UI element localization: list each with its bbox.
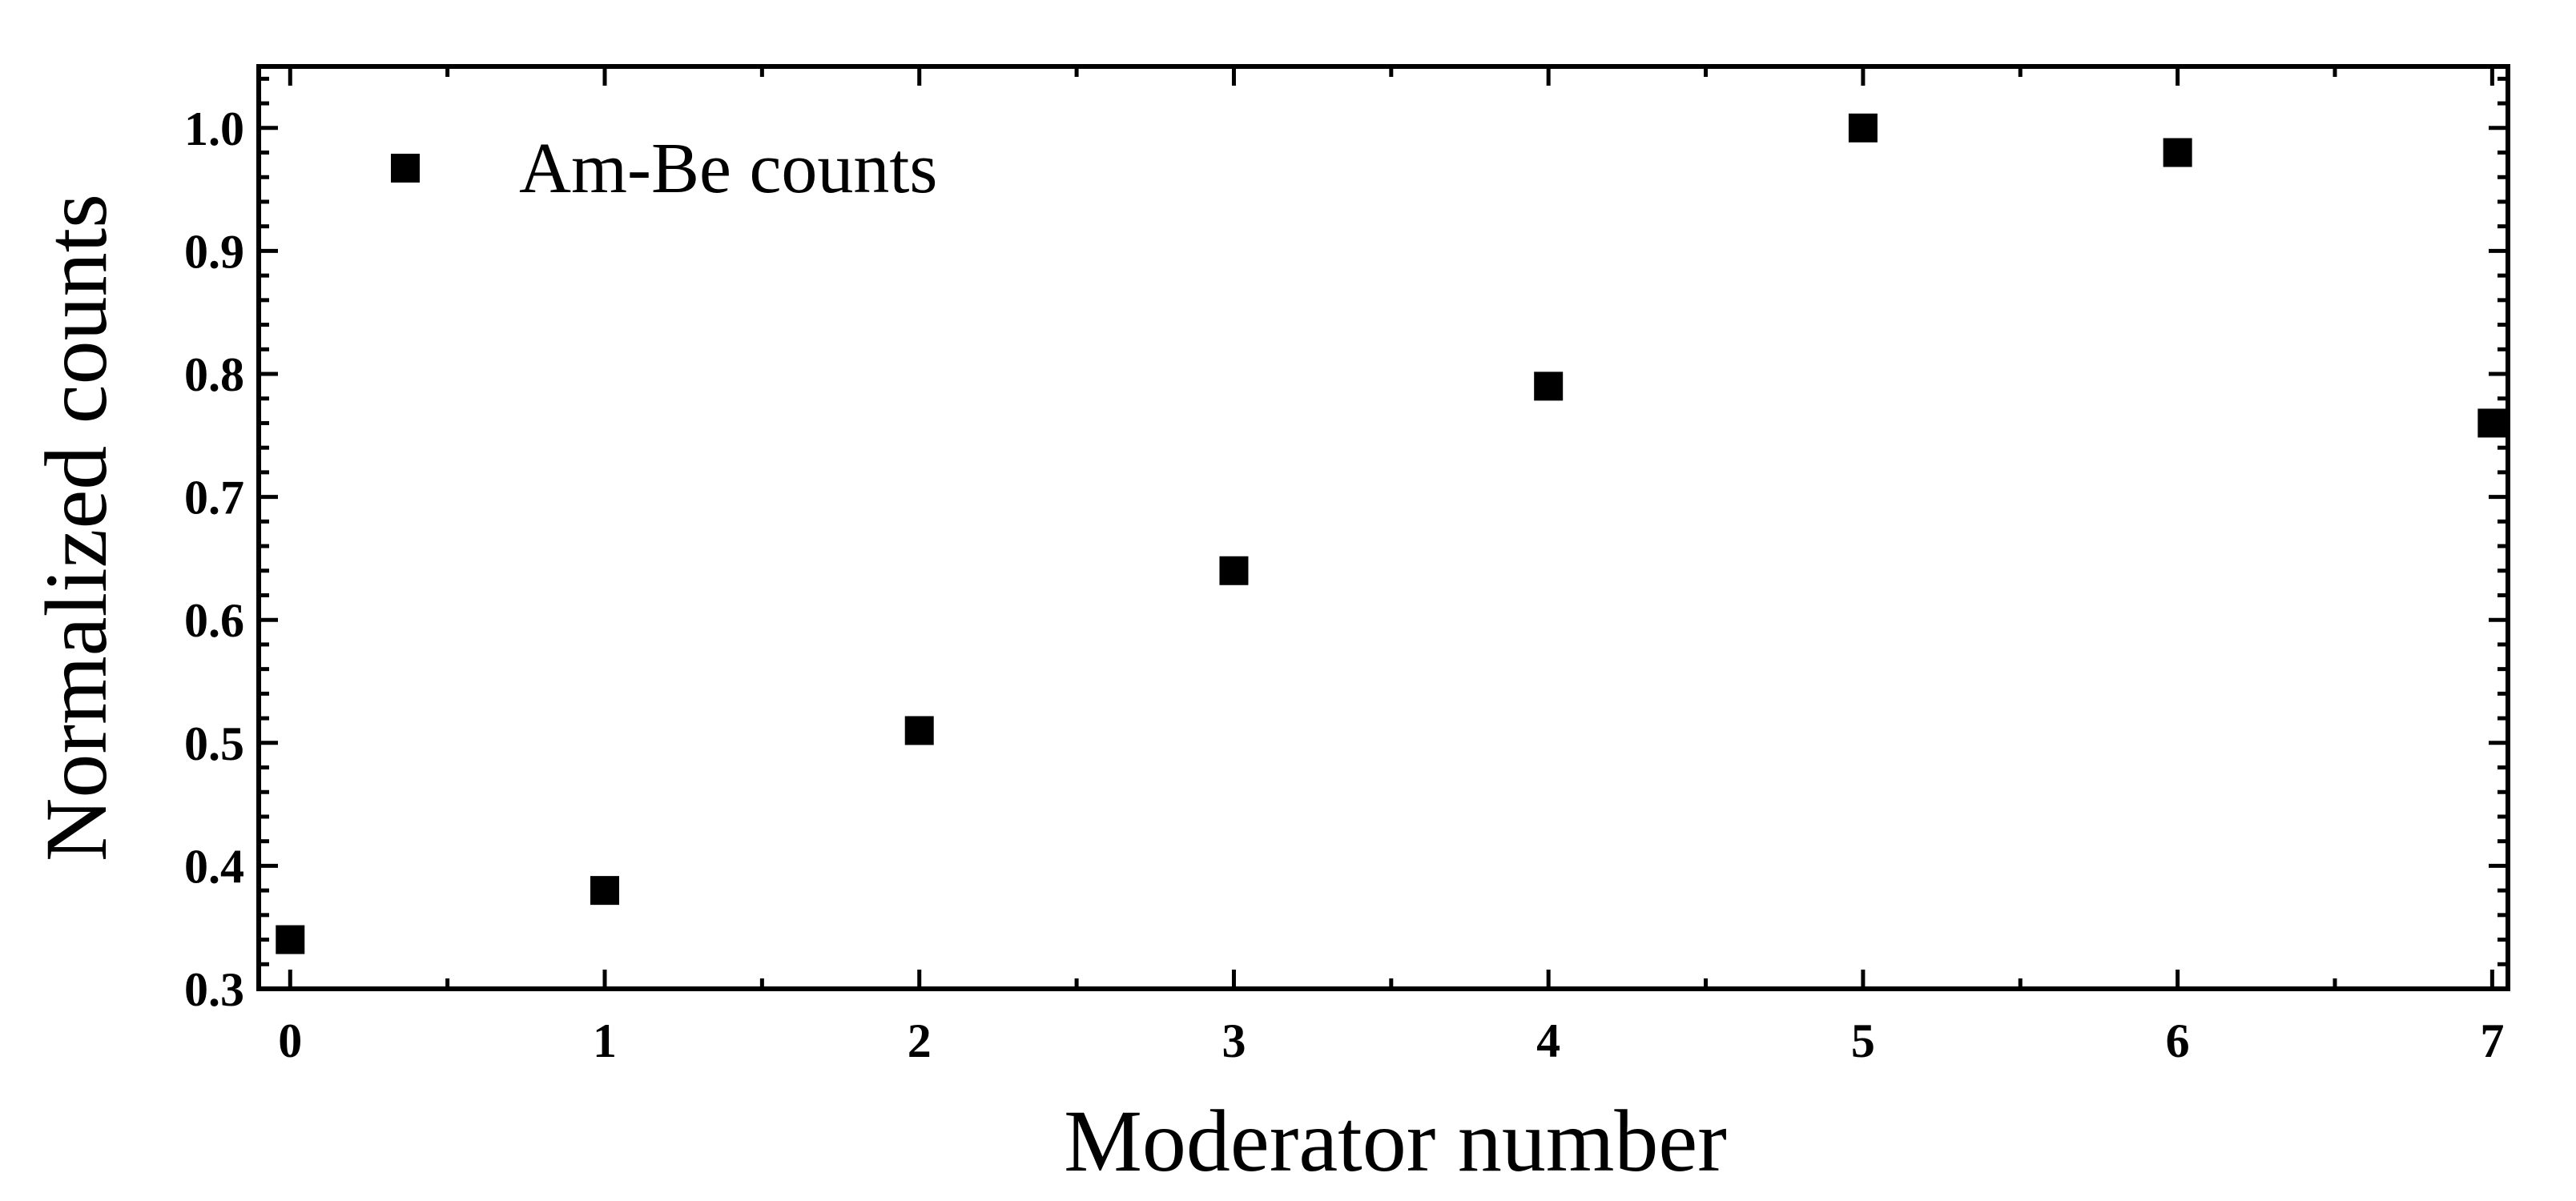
data-point bbox=[1219, 556, 1249, 585]
legend-label: Am-Be counts bbox=[519, 129, 937, 208]
data-points bbox=[276, 113, 2507, 954]
y-tick-label: 0.4 bbox=[184, 840, 244, 893]
plot-frame bbox=[256, 64, 2510, 991]
y-tick-labels: 0.3 0.4 0.5 0.6 0.7 0.8 0.9 1.0 bbox=[184, 102, 244, 1016]
y-tick-label: 0.3 bbox=[184, 963, 244, 1016]
legend-marker bbox=[391, 154, 420, 183]
x-tick-labels: 0 1 2 3 4 5 6 7 bbox=[278, 1014, 2504, 1067]
x-tick-label: 1 bbox=[593, 1014, 617, 1067]
x-tick-label: 7 bbox=[2480, 1014, 2504, 1067]
x-tick-label: 6 bbox=[2166, 1014, 2190, 1067]
y-tick-label: 0.8 bbox=[184, 348, 244, 401]
data-point bbox=[1534, 372, 1564, 401]
y-tick-label: 0.5 bbox=[184, 717, 244, 770]
x-axis-title: Moderator number bbox=[1064, 1092, 1727, 1190]
data-point bbox=[276, 925, 305, 954]
y-tick-label: 0.9 bbox=[184, 225, 244, 278]
legend: Am-Be counts bbox=[391, 129, 937, 208]
x-tick-label: 3 bbox=[1222, 1014, 1246, 1067]
y-axis-title: Normalized counts bbox=[27, 194, 125, 862]
x-tick-label: 5 bbox=[1851, 1014, 1875, 1067]
data-point bbox=[904, 716, 934, 745]
y-tick-label: 0.6 bbox=[184, 594, 244, 647]
data-point bbox=[1848, 113, 1878, 143]
x-tick-label: 2 bbox=[908, 1014, 932, 1067]
y-tick-label: 1.0 bbox=[184, 102, 244, 155]
x-tick-label: 0 bbox=[278, 1014, 302, 1067]
data-point bbox=[2163, 138, 2192, 167]
data-point bbox=[2477, 408, 2507, 438]
y-tick-label: 0.7 bbox=[184, 472, 244, 524]
data-point bbox=[590, 876, 619, 906]
x-tick-label: 4 bbox=[1536, 1014, 1560, 1067]
